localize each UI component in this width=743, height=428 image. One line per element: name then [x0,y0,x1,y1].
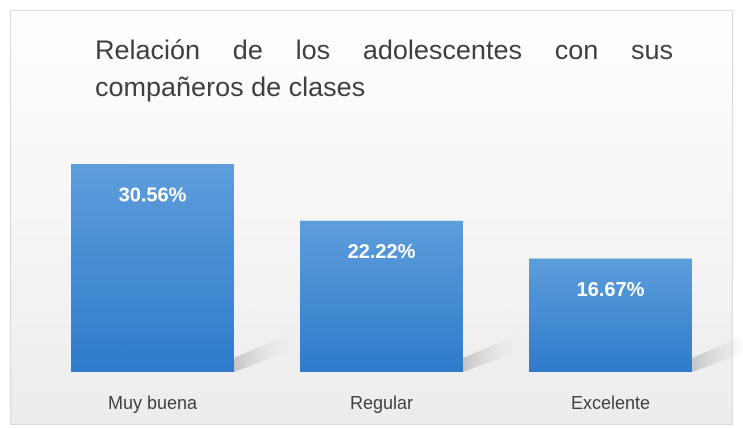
bar-shadow [463,332,523,372]
data-label: 30.56% [119,184,187,206]
bar [529,258,692,372]
x-tick-label: Regular [350,393,413,413]
bar [71,164,234,372]
bar-shadow [692,335,743,372]
bar [300,220,463,372]
chart-title: Relación de los adolescentes con sus com… [95,35,673,102]
x-tick-label: Muy buena [108,393,198,413]
data-label: 22.22% [348,241,416,263]
data-label: 16.67% [577,279,645,301]
x-tick-label: Excelente [571,393,650,413]
bar-shadow [234,332,294,372]
